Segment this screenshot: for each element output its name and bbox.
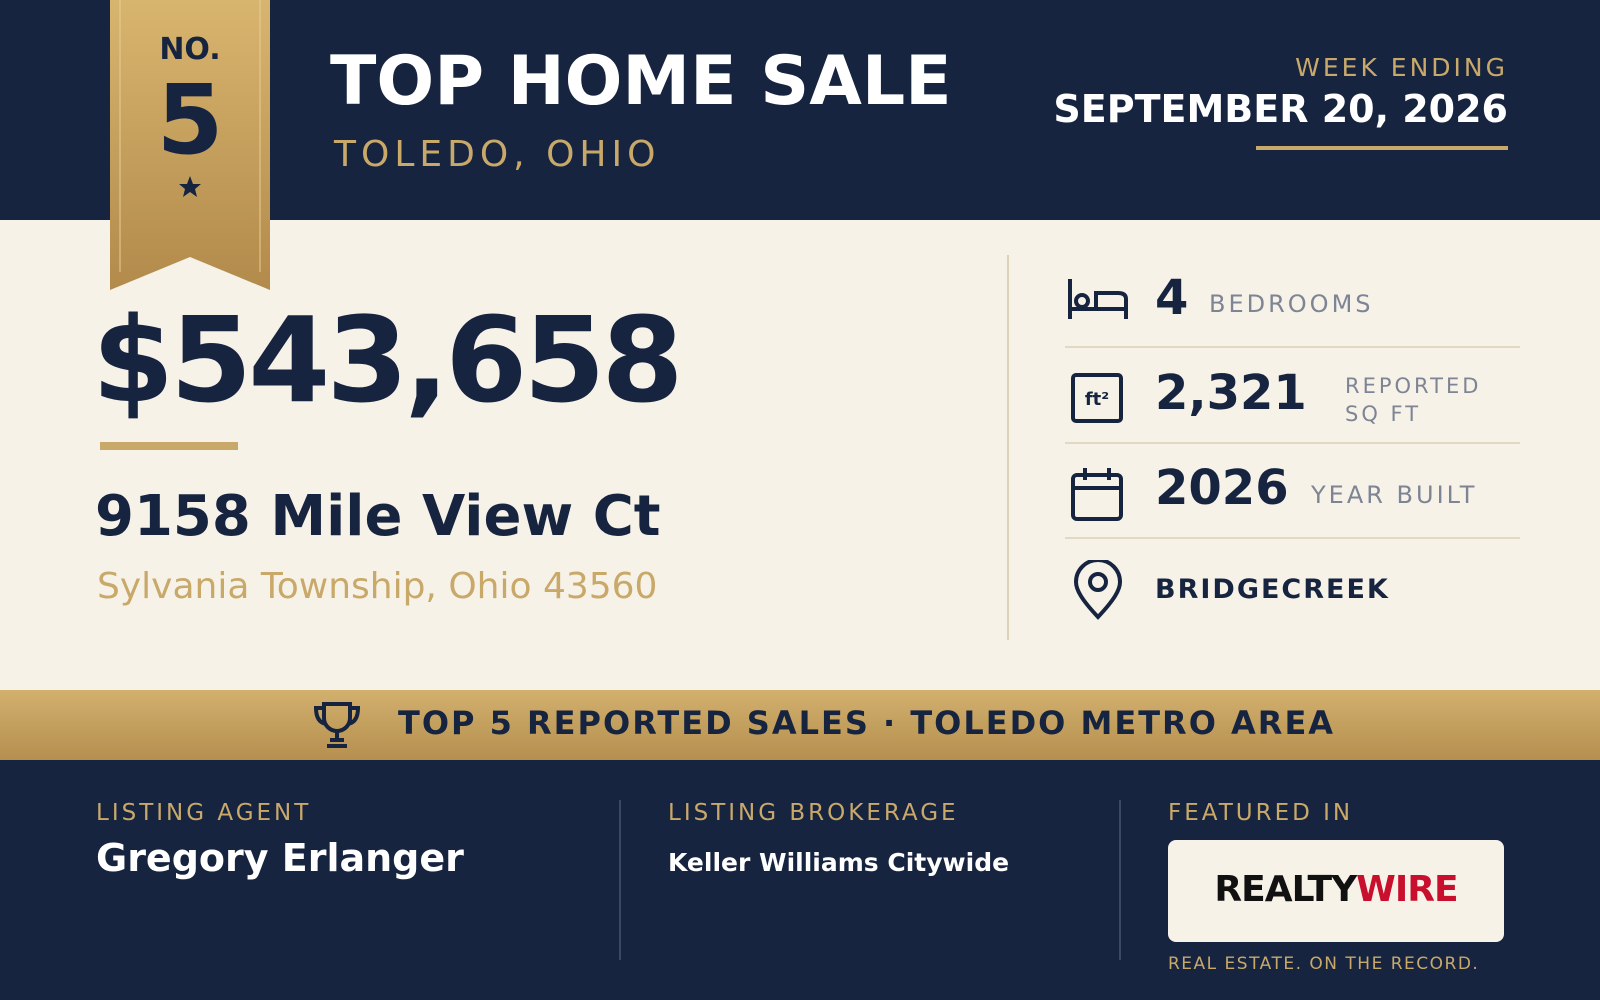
stat-label: BEDROOMS bbox=[1209, 290, 1374, 318]
date-underline bbox=[1256, 146, 1508, 150]
price: $543,658 bbox=[92, 291, 684, 429]
rank: 5 bbox=[156, 64, 224, 176]
price-underline bbox=[100, 442, 238, 450]
stat-value: 2026 bbox=[1155, 460, 1289, 516]
logo-part: REALTY bbox=[1214, 869, 1357, 910]
rank-label: NO. bbox=[159, 32, 221, 67]
banner-text: TOP 5 REPORTED SALES · TOLEDO METRO AREA bbox=[398, 704, 1336, 742]
week-label: WEEK ENDING bbox=[1295, 53, 1508, 82]
row-divider bbox=[1065, 442, 1520, 444]
logo-part: WIRE bbox=[1356, 869, 1458, 910]
footer-divider bbox=[619, 800, 621, 960]
calendar-icon bbox=[1071, 468, 1123, 521]
week-date: SEPTEMBER 20, 2026 bbox=[1053, 87, 1508, 131]
agent: Gregory Erlanger bbox=[96, 836, 464, 880]
locality: Sylvania Township, Ohio 43560 bbox=[97, 566, 658, 607]
brokerage-label: LISTING BROKERAGE bbox=[668, 800, 959, 826]
title: TOP HOME SALE bbox=[330, 42, 952, 121]
logo-box bbox=[1168, 840, 1504, 942]
footer-divider bbox=[1119, 800, 1121, 960]
row-divider bbox=[1065, 346, 1520, 348]
stat-value: 2,321 bbox=[1155, 365, 1307, 421]
banner-band bbox=[0, 690, 1600, 760]
row-divider bbox=[1065, 537, 1520, 539]
address: 9158 Mile View Ct bbox=[95, 484, 661, 549]
tagline: REAL ESTATE. ON THE RECORD. bbox=[1168, 954, 1480, 974]
stat-label: YEAR BUILT bbox=[1311, 481, 1478, 509]
logo: REALTYWIRE bbox=[1168, 862, 1504, 918]
pin-icon bbox=[1073, 560, 1123, 620]
ribbon bbox=[110, 0, 270, 290]
featured-label: FEATURED IN bbox=[1168, 800, 1354, 826]
bed-icon bbox=[1068, 279, 1128, 319]
subtitle: TOLEDO, OHIO bbox=[334, 134, 661, 175]
stat-label: REPORTED SQ FT bbox=[1345, 374, 1482, 426]
neighborhood: BRIDGECREEK bbox=[1155, 574, 1390, 605]
sqft-icon: ft² bbox=[1071, 373, 1123, 423]
svg-text:ft²: ft² bbox=[1085, 389, 1109, 410]
stat-value: 4 bbox=[1155, 270, 1189, 326]
divider bbox=[1007, 255, 1009, 640]
brokerage: Keller Williams Citywide bbox=[668, 848, 1010, 877]
agent-label: LISTING AGENT bbox=[96, 800, 312, 826]
trophy-icon bbox=[313, 702, 361, 748]
